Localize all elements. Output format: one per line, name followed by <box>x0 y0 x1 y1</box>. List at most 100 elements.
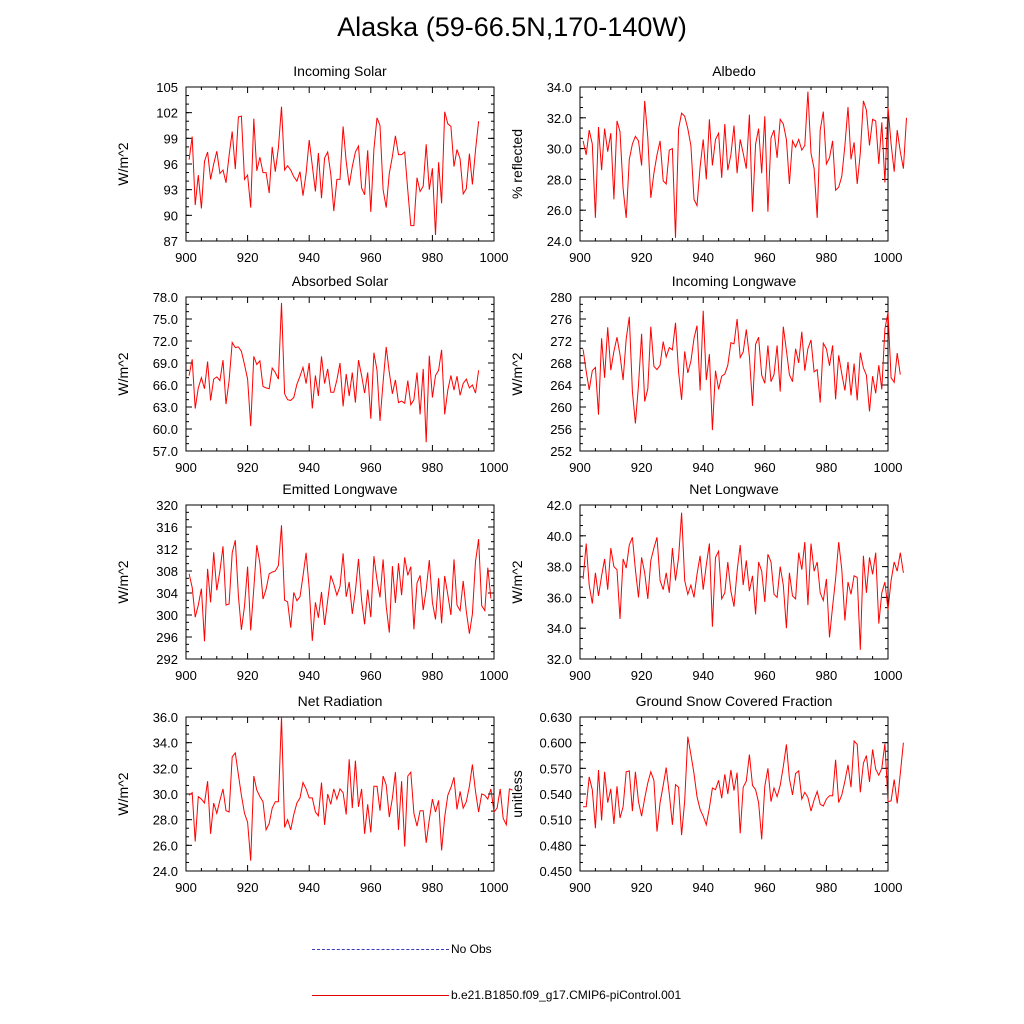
x-tick-label: 980 <box>816 880 838 895</box>
legend-model-swatch <box>312 994 449 996</box>
y-tick-label: 252 <box>550 444 572 459</box>
x-tick-label: 940 <box>692 880 714 895</box>
panel-title: Emitted Longwave <box>282 481 397 497</box>
legend-model-label: b.e21.B1850.f09_g17.CMIP6-piControl.001 <box>451 988 682 1002</box>
y-tick-label: 40.0 <box>547 529 572 544</box>
y-tick-label: 26.0 <box>153 838 178 853</box>
y-tick-label: 280 <box>550 290 572 305</box>
x-tick-label: 920 <box>237 880 259 895</box>
x-tick-label: 1000 <box>874 668 903 683</box>
y-tick-label: 69.0 <box>153 356 178 371</box>
y-tick-label: 0.630 <box>539 710 572 725</box>
y-tick-label: 36.0 <box>153 710 178 725</box>
y-axis-label: % reflected <box>509 129 525 199</box>
x-tick-label: 1000 <box>874 880 903 895</box>
plot-frame <box>185 296 495 452</box>
y-axis-label: W/m^2 <box>509 352 525 395</box>
y-tick-label: 0.480 <box>539 838 572 853</box>
x-tick-label: 900 <box>175 250 197 265</box>
panel-title: Incoming Solar <box>293 63 387 79</box>
y-tick-label: 102 <box>156 106 178 121</box>
y-tick-label: 42.0 <box>547 498 572 513</box>
x-tick-label: 920 <box>237 250 259 265</box>
y-tick-label: 26.0 <box>547 203 572 218</box>
x-tick-label: 920 <box>237 460 259 475</box>
plot-frame <box>579 504 889 660</box>
x-tick-label: 900 <box>569 880 591 895</box>
y-tick-label: 32.0 <box>547 652 572 667</box>
series-line-model <box>582 512 904 650</box>
y-tick-label: 34.0 <box>547 80 572 95</box>
y-tick-label: 0.510 <box>539 813 572 828</box>
y-tick-label: 66.0 <box>153 378 178 393</box>
x-tick-label: 980 <box>816 460 838 475</box>
y-tick-label: 260 <box>550 400 572 415</box>
x-tick-label: 980 <box>816 668 838 683</box>
panel-incoming-longwave: Incoming Longwave W/m^2 900 920 940 960 980 100… <box>509 273 902 475</box>
y-tick-label: 32.0 <box>153 761 178 776</box>
y-tick-label: 75.0 <box>153 312 178 327</box>
legend-no-obs-swatch <box>312 948 449 950</box>
x-tick-label: 960 <box>360 668 382 683</box>
y-tick-label: 60.0 <box>153 422 178 437</box>
y-tick-label: 87 <box>164 234 178 249</box>
y-tick-label: 57.0 <box>153 444 178 459</box>
panel-net-radiation: Net Radiation W/m^2 900 920 940 960 980 1000 24.… <box>115 693 513 895</box>
x-tick-label: 920 <box>237 668 259 683</box>
panel-title: Absorbed Solar <box>292 273 389 289</box>
plot-frame <box>185 86 495 242</box>
y-tick-label: 0.450 <box>539 864 572 879</box>
x-tick-label: 980 <box>422 460 444 475</box>
x-tick-label: 920 <box>631 250 653 265</box>
y-tick-label: 276 <box>550 312 572 327</box>
x-tick-label: 1000 <box>874 250 903 265</box>
x-tick-label: 960 <box>754 460 776 475</box>
x-tick-label: 980 <box>422 668 444 683</box>
panel-emitted-longwave: Emitted Longwave W/m^2 900 920 940 960 980 1000… <box>115 481 508 683</box>
y-tick-label: 296 <box>156 630 178 645</box>
y-axis-label: unitless <box>509 770 525 817</box>
y-tick-label: 36.0 <box>547 590 572 605</box>
y-tick-label: 99 <box>164 131 178 146</box>
x-tick-label: 940 <box>298 250 320 265</box>
x-tick-label: 940 <box>298 668 320 683</box>
x-tick-label: 960 <box>754 668 776 683</box>
x-tick-label: 1000 <box>874 460 903 475</box>
legend-no-obs-label: No Obs <box>451 942 492 956</box>
x-tick-label: 900 <box>569 668 591 683</box>
y-tick-label: 0.540 <box>539 787 572 802</box>
y-tick-label: 316 <box>156 520 178 535</box>
x-tick-label: 900 <box>175 460 197 475</box>
y-tick-label: 312 <box>156 542 178 557</box>
y-tick-label: 268 <box>550 356 572 371</box>
x-tick-label: 980 <box>422 880 444 895</box>
y-tick-label: 38.0 <box>547 560 572 575</box>
x-tick-label: 980 <box>816 250 838 265</box>
y-tick-label: 90 <box>164 208 178 223</box>
series-line-model <box>188 106 480 236</box>
panel-title: Incoming Longwave <box>672 273 797 289</box>
x-tick-label: 960 <box>360 880 382 895</box>
x-tick-label: 960 <box>754 880 776 895</box>
x-tick-label: 1000 <box>480 250 509 265</box>
main-title: Alaska (59-66.5N,170-140W) <box>337 12 687 42</box>
panel-title: Net Radiation <box>298 693 383 709</box>
panel-title: Albedo <box>712 63 756 79</box>
y-tick-label: 308 <box>156 564 178 579</box>
y-tick-label: 272 <box>550 334 572 349</box>
x-tick-label: 940 <box>298 460 320 475</box>
x-tick-label: 920 <box>631 460 653 475</box>
panel-absorbed-solar: Absorbed Solar W/m^2 900 920 940 960 980 1000 57… <box>115 273 508 475</box>
series-line-model <box>582 310 901 431</box>
x-tick-label: 960 <box>754 250 776 265</box>
panel-albedo: Albedo % reflected 900 920 940 960 980 1000 24.0… <box>509 63 907 265</box>
y-tick-label: 0.600 <box>539 736 572 751</box>
y-tick-label: 32.0 <box>547 111 572 126</box>
panel-ground-snow-covered-fraction: Ground Snow Covered Fraction unitless 900 9… <box>509 693 904 895</box>
y-axis-label: W/m^2 <box>115 772 131 815</box>
y-axis-label: W/m^2 <box>115 560 131 603</box>
y-tick-label: 300 <box>156 608 178 623</box>
series-line-model <box>188 716 513 861</box>
x-tick-label: 960 <box>360 250 382 265</box>
